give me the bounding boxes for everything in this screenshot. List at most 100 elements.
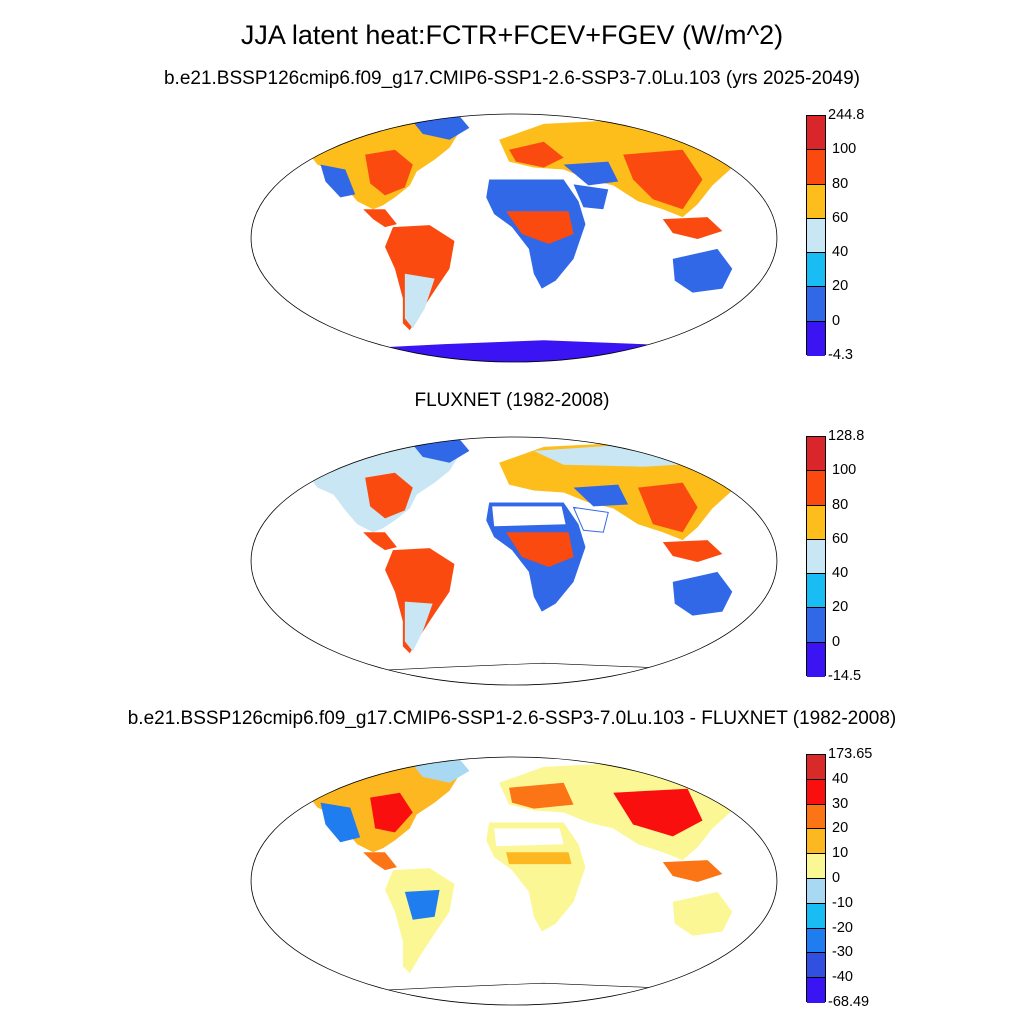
australia-landmass bbox=[672, 571, 733, 616]
central-america-landmass bbox=[363, 852, 397, 871]
colorbar-label: 40 bbox=[832, 770, 849, 787]
arabia-landmass bbox=[573, 184, 609, 210]
sahara-missing-data bbox=[492, 506, 566, 527]
central-asia-dry bbox=[563, 161, 619, 186]
colorbar-label: -4.3 bbox=[828, 347, 853, 363]
colorbar-label: 20 bbox=[832, 278, 849, 295]
south-america-landmass bbox=[385, 868, 455, 974]
colorbar-label: 20 bbox=[832, 599, 849, 616]
panel-2-title: FLUXNET (1982-2008) bbox=[414, 390, 610, 411]
maritime-asia bbox=[662, 540, 723, 562]
colorbar-label: -10 bbox=[832, 894, 853, 911]
greenland-landmass bbox=[409, 115, 470, 140]
africa-tropics bbox=[506, 532, 574, 567]
colorbar-segment bbox=[807, 928, 825, 954]
greenland-landmass bbox=[409, 438, 470, 463]
colorbar-segment bbox=[807, 321, 825, 356]
panel-2-map bbox=[250, 436, 778, 686]
colorbar-segment bbox=[807, 539, 825, 575]
colorbar-segment bbox=[807, 854, 825, 879]
colorbar-segment bbox=[807, 779, 825, 805]
colorbar-segment bbox=[807, 574, 825, 609]
colorbar-label: 244.8 bbox=[828, 107, 865, 123]
colorbar-label: 0 bbox=[832, 633, 841, 650]
colorbar-label: 40 bbox=[832, 565, 849, 582]
colorbar-segment bbox=[807, 953, 825, 979]
colorbar-label: 60 bbox=[832, 530, 849, 547]
colorbar-label: 80 bbox=[832, 175, 849, 192]
australia-landmass bbox=[672, 248, 733, 293]
africa-landmass bbox=[486, 822, 586, 932]
arabia-landmass bbox=[572, 506, 609, 533]
panel-1-title: b.e21.BSSP126cmip6.f09_g17.CMIP6-SSP1-2.… bbox=[163, 68, 861, 89]
colorbar-label: -30 bbox=[832, 944, 853, 961]
europe-high bbox=[509, 141, 564, 168]
colorbar-segment bbox=[807, 471, 825, 506]
maritime-asia bbox=[662, 860, 723, 882]
colorbar-segment bbox=[807, 218, 825, 254]
maritime-asia bbox=[662, 217, 723, 239]
main-title: JJA latent heat:FCTR+FCEV+FGEV (W/m^2) bbox=[240, 20, 784, 50]
colorbar-label: 60 bbox=[832, 209, 849, 226]
panel-3-map bbox=[250, 756, 778, 1006]
colorbar-segment bbox=[807, 505, 825, 540]
colorbar-segment bbox=[807, 804, 825, 830]
africa-sahel bbox=[506, 852, 572, 865]
colorbar-label: 100 bbox=[832, 462, 857, 479]
colorbar-label: 80 bbox=[832, 496, 849, 513]
central-america-landmass bbox=[363, 532, 397, 551]
south-america-south bbox=[404, 273, 435, 329]
colorbar-segment bbox=[807, 437, 825, 472]
colorbar-segment bbox=[807, 287, 825, 322]
north-america-west bbox=[320, 802, 361, 843]
north-america-west-dry bbox=[320, 164, 356, 198]
colorbar-segment bbox=[807, 150, 825, 185]
colorbar-label: 128.8 bbox=[828, 428, 865, 444]
colorbar-segment bbox=[807, 878, 825, 904]
colorbar-label: -20 bbox=[832, 919, 853, 936]
colorbar-label: 100 bbox=[832, 141, 857, 158]
asia-east-high bbox=[623, 149, 703, 210]
central-asia-high bbox=[613, 788, 703, 837]
south-america-landmass bbox=[385, 548, 455, 654]
panel-1-map bbox=[250, 113, 778, 363]
panel-3-title: b.e21.BSSP126cmip6.f09_g17.CMIP6-SSP1-2.… bbox=[127, 708, 897, 729]
colorbar-segment bbox=[807, 608, 825, 643]
colorbar-segment bbox=[807, 755, 825, 780]
panel-3-colorbar bbox=[806, 754, 826, 1003]
sahara-missing-data bbox=[494, 828, 564, 847]
colorbar-label: 30 bbox=[832, 795, 849, 812]
greenland-landmass bbox=[409, 758, 470, 783]
map-outline bbox=[250, 113, 778, 363]
colorbar-label: 20 bbox=[832, 820, 849, 837]
colorbar-label: 0 bbox=[832, 312, 841, 329]
panel-1-colorbar bbox=[806, 115, 826, 356]
central-asia-dry bbox=[573, 484, 629, 507]
colorbar-label: -68.49 bbox=[828, 994, 870, 1010]
panel-2-colorbar bbox=[806, 436, 826, 677]
south-america-south bbox=[404, 601, 433, 652]
australia-landmass bbox=[672, 891, 733, 936]
asia-east-high bbox=[638, 482, 698, 533]
south-america-center bbox=[404, 889, 440, 920]
central-america-landmass bbox=[363, 209, 397, 228]
colorbar-label: -14.5 bbox=[828, 668, 862, 684]
colorbar-segment bbox=[807, 184, 825, 219]
africa-tropics bbox=[506, 211, 574, 244]
colorbar-segment bbox=[807, 978, 825, 1003]
europe-mixed bbox=[509, 782, 574, 809]
map-outline bbox=[250, 756, 778, 1006]
colorbar-segment bbox=[807, 903, 825, 929]
colorbar-segment bbox=[807, 642, 825, 677]
colorbar-label: 0 bbox=[832, 870, 841, 886]
colorbar-segment bbox=[807, 116, 825, 151]
north-america-east-high bbox=[365, 149, 413, 196]
colorbar-segment bbox=[807, 829, 825, 855]
colorbar-label: -40 bbox=[832, 969, 853, 986]
colorbar-label: 10 bbox=[832, 845, 849, 862]
north-america-east bbox=[370, 792, 413, 833]
colorbar-segment bbox=[807, 253, 825, 288]
north-america-east-high bbox=[365, 472, 413, 519]
colorbar-label: 40 bbox=[832, 244, 849, 261]
map-outline bbox=[250, 436, 778, 686]
